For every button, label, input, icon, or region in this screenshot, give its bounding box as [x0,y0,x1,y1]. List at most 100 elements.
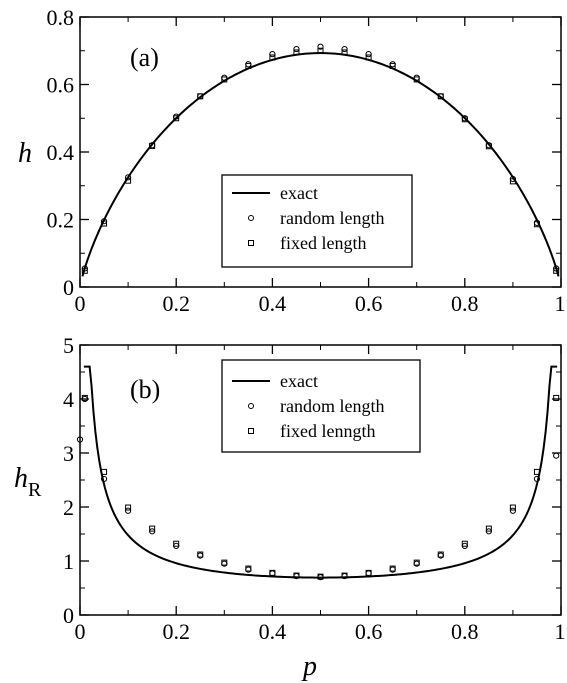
panel-a-xtick-label: 0.6 [355,291,383,316]
panel-b-ytick-label: 0 [63,603,74,628]
panel-a-random-point [245,61,252,68]
panel-b-random-point [100,475,108,483]
panel-a-fixed-point [461,116,468,123]
panel-b-ytick-label: 3 [63,441,74,466]
panel-b-xtick-label: 1 [555,619,566,644]
panel-a-fixed-point [269,54,276,61]
panel-a-ticks: 0 0.2 0.4 0.6 0.8 1 0 0.2 0.4 0.6 0.8 [47,5,566,316]
panel-a-fixed-point [197,93,204,100]
panel-a-fixed-point [341,49,348,56]
panel-b-legend-fixed: fixed lenngth [280,421,375,441]
panel-a-random-point [221,74,228,81]
panel-b-random-point [76,436,84,443]
panel-b-ylabel-sub: R [28,479,42,501]
panel-b-fixed-point [317,573,324,580]
panel-a-fixed-point [221,76,228,83]
panel-a-legend-box [221,174,413,268]
panel-b-ytick-label: 1 [63,549,74,574]
panel-b-fixed-point [173,540,180,547]
panel-a-fixed-point [101,220,108,227]
panel-b-xlabel: p [301,651,317,682]
panel-b-legend-random: random length [280,396,384,416]
panel-b-fixed-point [197,551,204,558]
panel-b-legend-circle [248,403,254,409]
panel-b-ylabel-main: h [14,463,28,494]
panel-b-fixed-point [413,559,420,566]
panel-a-legend-exact: exact [280,183,318,203]
panel-a-fixed-point [81,267,88,274]
panel-b-fixed-point [125,504,132,511]
panel-b-xtick-label: 0.8 [451,619,479,644]
panel-a-fixed-point [485,143,492,150]
panel-b-fixed-point [485,525,492,532]
panel-a-legend-square [248,240,254,246]
panel-a-fixed-point [509,178,516,185]
panel-b-ytick-label: 2 [63,495,74,520]
panel-a: 0 0.2 0.4 0.6 0.8 1 0 0.2 0.4 0.6 0.8 (a) h exact … [18,5,566,316]
panel-a-fixed-point [533,221,540,228]
panel-a-xtick-label: 0.4 [259,291,287,316]
panel-a-series [81,43,560,277]
panel-b-fixed-point [509,504,516,511]
panel-a-fixed-point [149,142,156,149]
panel-b-random-point [533,475,541,483]
panel-a-legend: exact random length fixed length [221,174,413,268]
panel-a-random-point [317,43,324,50]
panel-a-fixed-point [365,54,372,61]
panel-b-ytick-label: 5 [63,333,74,358]
panel-b-xtick-label: 0.2 [162,619,190,644]
panel-b-fixed-point [365,569,372,576]
panel-b-fixed-point [269,569,276,576]
panel-b-fixed-point [341,572,348,579]
panel-b-fixed-point [461,540,468,547]
panel-b-random-point [509,507,517,514]
panel-a-xtick-label: 1 [555,291,566,316]
panel-b-random-point [125,507,132,514]
panel-b-fixed-point [533,468,540,475]
panel-a-random-point [341,45,348,53]
panel-a-random-point [269,51,276,58]
panel-a-random-point [389,61,396,68]
panel-a-fixed-point [317,47,324,54]
panel-b-fixed-point [81,394,88,401]
panel-a-xtick-label: 0.8 [451,291,479,316]
panel-b-ticks: 0 0.2 0.4 0.6 0.8 1 0 1 2 3 4 5 [63,333,566,644]
panel-a-fixed-point [437,93,444,100]
panel-a-fixed-point [125,177,132,184]
panel-b-fixed-point [149,525,156,532]
panel-a-ylabel: h [18,138,32,169]
panel-b-xtick-label: 0.6 [355,619,383,644]
panel-a-xtick-label: 0 [75,291,86,316]
panel-a-ytick-label: 0.6 [47,73,75,98]
panel-b-label: (b) [130,375,160,404]
panel-b-legend-square [248,428,254,434]
panel-b-xtick-label: 0.4 [259,619,287,644]
panel-b-legend-box [221,359,421,453]
panel-a-label: (a) [130,43,159,72]
panel-a-random-point [365,51,372,58]
panel-a-ytick-label: 0.4 [47,140,75,165]
panel-b-xtick-label: 0 [75,619,86,644]
panel-a-legend-random: random length [280,208,384,228]
panel-b-fixed-point [389,565,396,572]
panel-b-series [76,365,560,581]
panel-a-random-point [293,45,300,53]
panel-b-ylabel: hR [14,463,42,501]
panel-b-fixed-point [553,394,560,401]
panel-a-fixed-point [293,49,300,56]
panel-a-fixed-point [413,76,420,83]
panel-b-legend: exact random length fixed lenngth [221,359,421,453]
panel-b-ytick-label: 4 [63,387,74,412]
panel-a-fixed-point [389,62,396,69]
panel-b-random-point [553,452,560,459]
panel-a-fixed-point [245,62,252,69]
panel-b-fixed-point [101,468,108,475]
panel-b-legend-exact: exact [280,371,318,391]
panel-b-fixed-point [245,565,252,572]
panel-b-exact-curve [83,365,558,579]
panel-a-xtick-label: 0.2 [162,291,190,316]
panel-a-fixed-point [173,115,180,122]
panel-a-random-point [125,174,132,181]
panel-b-fixed-point [293,572,300,579]
